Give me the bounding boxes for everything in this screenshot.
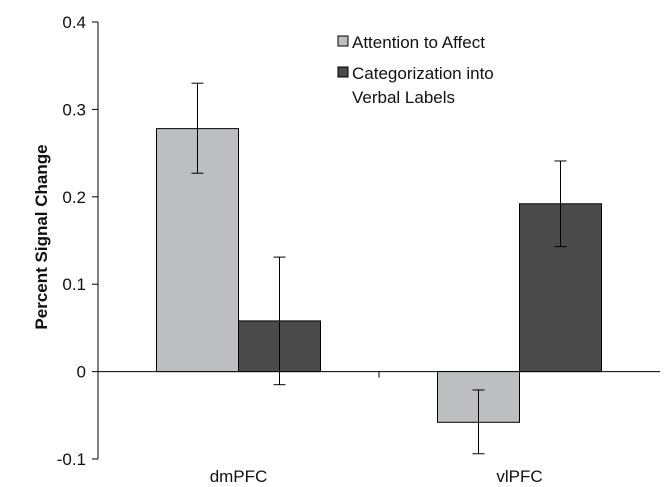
y-tick-label: -0.1 xyxy=(57,450,86,469)
legend-label: Categorization into xyxy=(352,64,494,83)
legend-swatch-attention xyxy=(337,35,349,47)
y-tick-label: 0 xyxy=(77,363,86,382)
category-labels: dmPFC vlPFC xyxy=(210,467,543,486)
y-tick-label: 0.3 xyxy=(62,100,86,119)
category-label-vlpfc: vlPFC xyxy=(496,467,542,486)
error-bars xyxy=(191,82,567,455)
legend-label: Verbal Labels xyxy=(352,88,455,107)
y-tick-label: 0.1 xyxy=(62,275,86,294)
category-label-dmpfc: dmPFC xyxy=(210,467,268,486)
y-axis-title: Percent Signal Change xyxy=(32,144,51,329)
bars xyxy=(156,128,602,423)
y-tick-label: 0.4 xyxy=(62,13,86,32)
legend-swatch-categorization xyxy=(337,66,349,78)
legend-label: Attention to Affect xyxy=(352,33,485,52)
legend: Attention to Affect Categorization into Ve… xyxy=(337,33,494,107)
y-tick-label: 0.2 xyxy=(62,188,86,207)
